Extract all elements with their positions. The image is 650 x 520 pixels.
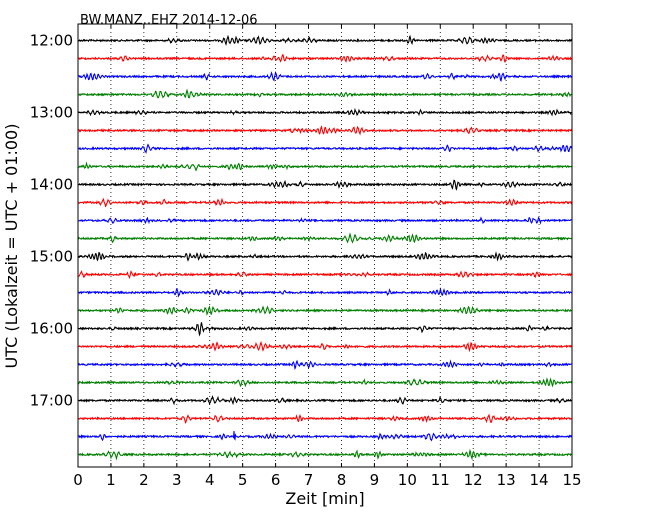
x-tick-label: 8 bbox=[337, 471, 347, 489]
x-tick-label: 10 bbox=[398, 471, 417, 489]
x-tick-label: 13 bbox=[497, 471, 516, 489]
trace-line bbox=[78, 161, 572, 172]
trace-line bbox=[78, 125, 573, 136]
x-axis-label: Zeit [min] bbox=[285, 489, 364, 508]
trace-line bbox=[78, 430, 573, 442]
trace-line bbox=[78, 251, 573, 262]
x-tick-label: 4 bbox=[205, 471, 215, 489]
chart-title: BW.MANZ..EHZ 2014-12-06 bbox=[80, 13, 258, 28]
x-tick-labels: 0 1 2 3 4 5 6 7 8 9 10 11 12 13 14 15 bbox=[73, 471, 581, 489]
y-tick-label: 15:00 bbox=[30, 248, 73, 266]
x-tick-label: 5 bbox=[238, 471, 248, 489]
x-tick-label: 12 bbox=[464, 471, 483, 489]
trace-line bbox=[78, 70, 572, 82]
x-tick-label: 6 bbox=[271, 471, 281, 489]
x-tick-label: 14 bbox=[530, 471, 549, 489]
x-tick-label: 15 bbox=[562, 471, 581, 489]
trace-line bbox=[78, 287, 572, 298]
y-tick-label: 12:00 bbox=[30, 32, 73, 50]
x-tick-label: 2 bbox=[139, 471, 149, 489]
trace-line bbox=[78, 34, 573, 47]
trace-line bbox=[78, 88, 572, 99]
trace-line bbox=[78, 143, 573, 154]
seismogram-traces bbox=[77, 34, 573, 461]
trace-line bbox=[78, 395, 572, 406]
trace-line bbox=[78, 54, 572, 63]
x-tick-label: 11 bbox=[431, 471, 450, 489]
y-tick-label: 16:00 bbox=[30, 320, 73, 338]
trace-line bbox=[78, 305, 572, 316]
y-tick-labels: 12:00 13:00 14:00 15:00 16:00 17:00 bbox=[30, 32, 73, 410]
x-tick-label: 9 bbox=[370, 471, 380, 489]
trace-line bbox=[78, 107, 572, 117]
trace-line bbox=[77, 359, 572, 371]
trace-line bbox=[78, 197, 573, 208]
trace-line bbox=[78, 340, 572, 353]
x-tick-label: 7 bbox=[304, 471, 314, 489]
trace-line bbox=[78, 413, 572, 424]
y-tick-label: 14:00 bbox=[30, 176, 73, 194]
y-tick-label: 17:00 bbox=[30, 392, 73, 410]
axis-ticks bbox=[77, 24, 573, 467]
trace-line bbox=[78, 322, 572, 337]
trace-line bbox=[78, 448, 572, 461]
y-tick-label: 13:00 bbox=[30, 104, 73, 122]
trace-line bbox=[78, 377, 573, 388]
trace-line bbox=[77, 232, 572, 244]
trace-line bbox=[78, 270, 572, 280]
y-axis-label: UTC (Lokalzeit = UTC + 01:00) bbox=[2, 124, 21, 369]
trace-line bbox=[78, 179, 572, 191]
x-tick-label: 0 bbox=[73, 471, 83, 489]
x-tick-label: 1 bbox=[106, 471, 116, 489]
x-tick-label: 3 bbox=[172, 471, 182, 489]
plot-frame bbox=[77, 23, 573, 468]
trace-line bbox=[78, 216, 572, 225]
